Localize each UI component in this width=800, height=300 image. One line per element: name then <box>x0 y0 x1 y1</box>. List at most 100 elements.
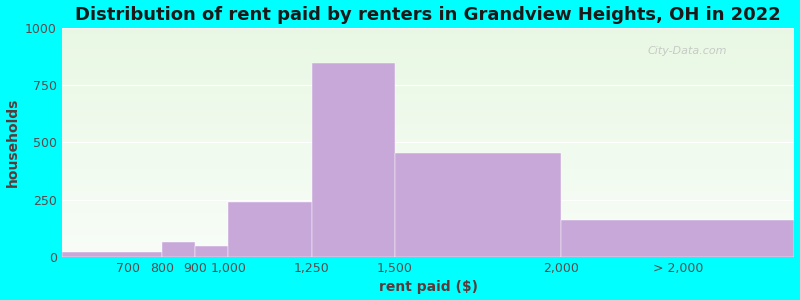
Bar <box>62 171 794 172</box>
Bar <box>62 206 794 207</box>
Bar <box>62 126 794 128</box>
Bar <box>62 113 794 114</box>
Bar <box>62 131 794 132</box>
Bar <box>62 194 794 195</box>
Bar <box>62 29 794 30</box>
Bar <box>62 38 794 39</box>
Bar <box>62 28 794 29</box>
Bar <box>62 61 794 62</box>
Bar <box>62 50 794 51</box>
Bar <box>62 144 794 145</box>
Bar <box>228 202 311 257</box>
Bar <box>62 210 794 211</box>
Bar <box>62 148 794 149</box>
Bar <box>62 71 794 73</box>
Bar <box>62 209 794 210</box>
Bar <box>62 252 794 253</box>
Bar <box>62 68 794 69</box>
Bar <box>62 140 794 141</box>
Bar <box>62 54 794 56</box>
Bar <box>62 114 794 115</box>
Bar <box>62 53 794 54</box>
Bar <box>62 47 794 49</box>
Bar <box>62 254 794 255</box>
Bar <box>62 179 794 180</box>
Bar <box>62 221 794 223</box>
Bar <box>62 240 794 241</box>
Bar <box>62 204 794 206</box>
Bar <box>62 247 794 248</box>
Bar <box>62 84 794 85</box>
Bar <box>62 158 794 160</box>
Bar <box>62 184 794 185</box>
Bar <box>62 239 794 240</box>
Bar <box>62 170 794 171</box>
Bar <box>62 93 794 94</box>
Bar <box>162 242 195 257</box>
Bar <box>62 56 794 58</box>
Bar <box>62 153 794 154</box>
Bar <box>62 128 794 129</box>
Bar <box>62 219 794 220</box>
Bar <box>62 168 794 169</box>
Bar <box>62 234 794 235</box>
Bar <box>62 138 794 139</box>
Bar <box>62 217 794 218</box>
Bar <box>62 51 794 52</box>
Bar <box>62 154 794 155</box>
Bar <box>311 63 395 257</box>
Bar <box>62 161 794 162</box>
Bar <box>62 218 794 219</box>
Bar <box>62 195 794 196</box>
Bar <box>62 77 794 78</box>
Bar <box>62 142 794 144</box>
Bar <box>62 211 794 212</box>
Bar <box>62 39 794 41</box>
Bar <box>62 133 794 134</box>
Bar <box>62 130 794 131</box>
Bar <box>62 250 794 251</box>
Bar <box>62 45 794 46</box>
Bar <box>62 230 794 231</box>
Bar <box>62 118 794 119</box>
Bar <box>62 49 794 50</box>
Bar <box>62 163 794 164</box>
Bar <box>62 80 794 81</box>
Bar <box>62 82 794 83</box>
Bar <box>62 241 794 242</box>
Bar <box>62 109 794 110</box>
Bar <box>62 58 794 59</box>
Bar <box>62 160 794 161</box>
Bar <box>62 62 794 63</box>
Bar <box>62 155 794 156</box>
Bar <box>62 220 794 221</box>
Bar <box>62 248 794 249</box>
Bar <box>62 95 794 97</box>
Bar <box>62 121 794 122</box>
Bar <box>62 238 794 239</box>
Bar <box>62 203 794 204</box>
Bar <box>62 67 794 68</box>
Bar <box>62 201 794 202</box>
Bar <box>62 107 794 108</box>
Bar <box>62 116 794 117</box>
Bar <box>62 243 794 244</box>
Bar <box>62 151 794 152</box>
Bar <box>62 165 794 166</box>
Bar <box>62 108 794 109</box>
Bar <box>62 124 794 125</box>
Bar <box>62 189 794 190</box>
Bar <box>62 90 794 91</box>
Bar <box>62 34 794 35</box>
Bar <box>62 233 794 234</box>
Bar <box>62 149 794 151</box>
Bar <box>62 208 794 209</box>
Bar <box>62 226 794 227</box>
Bar <box>62 214 794 216</box>
Bar <box>62 102 794 104</box>
Bar <box>62 97 794 98</box>
Bar <box>62 177 794 178</box>
Bar <box>62 188 794 189</box>
Bar <box>62 249 794 250</box>
Bar <box>62 197 794 199</box>
